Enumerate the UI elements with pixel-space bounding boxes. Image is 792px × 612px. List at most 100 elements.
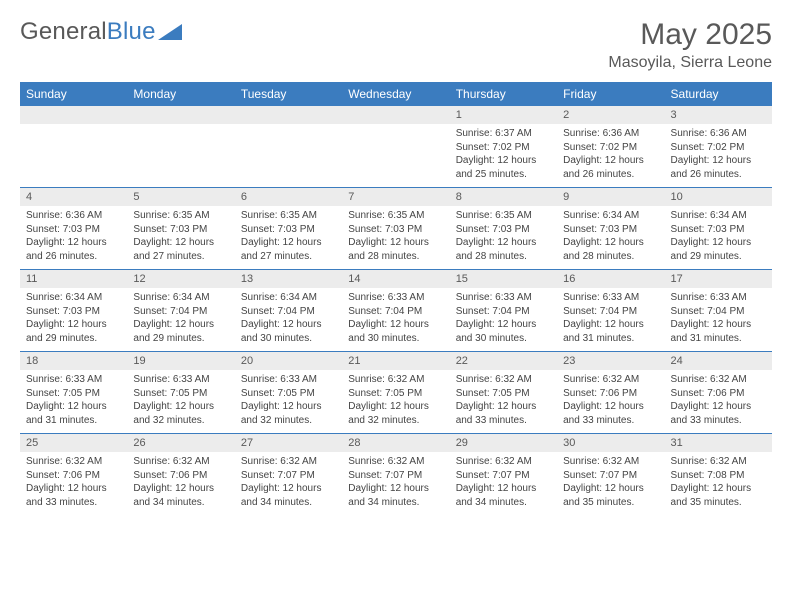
day-number: 6 (235, 188, 342, 206)
day-line: Daylight: 12 hours and 32 minutes. (348, 400, 443, 427)
day-line: Sunset: 7:06 PM (563, 387, 658, 401)
day-line: Daylight: 12 hours and 26 minutes. (563, 154, 658, 181)
week-daynum-row: 123 (20, 106, 772, 124)
day-content-cell: Sunrise: 6:33 AMSunset: 7:05 PMDaylight:… (127, 370, 234, 434)
day-line: Daylight: 12 hours and 31 minutes. (563, 318, 658, 345)
day-line: Daylight: 12 hours and 32 minutes. (133, 400, 228, 427)
day-content: Sunrise: 6:33 AMSunset: 7:05 PMDaylight:… (127, 370, 234, 433)
day-line: Sunrise: 6:32 AM (456, 373, 551, 387)
day-line: Sunset: 7:04 PM (563, 305, 658, 319)
day-content-cell: Sunrise: 6:37 AMSunset: 7:02 PMDaylight:… (450, 124, 557, 188)
day-content: Sunrise: 6:32 AMSunset: 7:06 PMDaylight:… (557, 370, 664, 433)
day-content-cell: Sunrise: 6:33 AMSunset: 7:05 PMDaylight:… (235, 370, 342, 434)
day-content: Sunrise: 6:33 AMSunset: 7:04 PMDaylight:… (557, 288, 664, 351)
day-line: Sunrise: 6:37 AM (456, 127, 551, 141)
day-line: Daylight: 12 hours and 25 minutes. (456, 154, 551, 181)
calendar-table: SundayMondayTuesdayWednesdayThursdayFrid… (20, 82, 772, 515)
day-number-cell: 16 (557, 270, 664, 289)
day-content (235, 124, 342, 182)
day-line: Daylight: 12 hours and 28 minutes. (348, 236, 443, 263)
day-line: Daylight: 12 hours and 29 minutes. (26, 318, 121, 345)
day-line: Daylight: 12 hours and 33 minutes. (563, 400, 658, 427)
logo-text-b: Blue (107, 18, 156, 46)
day-content-cell: Sunrise: 6:34 AMSunset: 7:03 PMDaylight:… (20, 288, 127, 352)
day-number-cell: 12 (127, 270, 234, 289)
day-content-cell: Sunrise: 6:35 AMSunset: 7:03 PMDaylight:… (127, 206, 234, 270)
day-number-cell: 14 (342, 270, 449, 289)
day-content: Sunrise: 6:35 AMSunset: 7:03 PMDaylight:… (127, 206, 234, 269)
day-content-cell (342, 124, 449, 188)
day-line: Sunset: 7:05 PM (133, 387, 228, 401)
day-content: Sunrise: 6:35 AMSunset: 7:03 PMDaylight:… (342, 206, 449, 269)
day-line: Sunrise: 6:32 AM (671, 373, 766, 387)
day-number-cell (342, 106, 449, 124)
day-number: 2 (557, 106, 664, 124)
day-content: Sunrise: 6:36 AMSunset: 7:03 PMDaylight:… (20, 206, 127, 269)
week-content-row: Sunrise: 6:36 AMSunset: 7:03 PMDaylight:… (20, 206, 772, 270)
day-content: Sunrise: 6:34 AMSunset: 7:03 PMDaylight:… (557, 206, 664, 269)
day-content: Sunrise: 6:32 AMSunset: 7:07 PMDaylight:… (235, 452, 342, 515)
day-number: 29 (450, 434, 557, 452)
day-content-cell: Sunrise: 6:35 AMSunset: 7:03 PMDaylight:… (235, 206, 342, 270)
calendar-head: SundayMondayTuesdayWednesdayThursdayFrid… (20, 82, 772, 106)
day-content: Sunrise: 6:32 AMSunset: 7:07 PMDaylight:… (450, 452, 557, 515)
day-line: Sunrise: 6:35 AM (456, 209, 551, 223)
day-line: Sunrise: 6:34 AM (563, 209, 658, 223)
day-content-cell: Sunrise: 6:32 AMSunset: 7:07 PMDaylight:… (235, 452, 342, 515)
day-line: Sunrise: 6:34 AM (671, 209, 766, 223)
day-content-cell (127, 124, 234, 188)
day-number-cell: 13 (235, 270, 342, 289)
day-number (342, 106, 449, 124)
day-content-cell: Sunrise: 6:32 AMSunset: 7:06 PMDaylight:… (665, 370, 772, 434)
day-content (342, 124, 449, 182)
day-number: 4 (20, 188, 127, 206)
day-number-cell: 29 (450, 434, 557, 453)
day-content-cell: Sunrise: 6:32 AMSunset: 7:07 PMDaylight:… (342, 452, 449, 515)
day-line: Sunrise: 6:33 AM (26, 373, 121, 387)
day-number: 5 (127, 188, 234, 206)
calendar-page: GeneralBlue May 2025 Masoyila, Sierra Le… (0, 0, 792, 612)
day-line: Daylight: 12 hours and 31 minutes. (671, 318, 766, 345)
day-content: Sunrise: 6:32 AMSunset: 7:07 PMDaylight:… (342, 452, 449, 515)
day-line: Sunset: 7:06 PM (671, 387, 766, 401)
day-line: Daylight: 12 hours and 31 minutes. (26, 400, 121, 427)
day-content-cell: Sunrise: 6:35 AMSunset: 7:03 PMDaylight:… (342, 206, 449, 270)
month-title: May 2025 (608, 18, 772, 52)
day-number-cell: 1 (450, 106, 557, 124)
day-content (127, 124, 234, 182)
day-line: Sunrise: 6:36 AM (563, 127, 658, 141)
day-content-cell: Sunrise: 6:35 AMSunset: 7:03 PMDaylight:… (450, 206, 557, 270)
day-content-cell: Sunrise: 6:34 AMSunset: 7:03 PMDaylight:… (557, 206, 664, 270)
day-number: 11 (20, 270, 127, 288)
day-header: Friday (557, 82, 664, 106)
day-number-cell: 30 (557, 434, 664, 453)
day-line: Sunset: 7:03 PM (563, 223, 658, 237)
day-line: Sunset: 7:05 PM (26, 387, 121, 401)
day-number-cell: 4 (20, 188, 127, 207)
day-number-cell: 11 (20, 270, 127, 289)
day-number: 18 (20, 352, 127, 370)
day-header-row: SundayMondayTuesdayWednesdayThursdayFrid… (20, 82, 772, 106)
day-header: Tuesday (235, 82, 342, 106)
day-line: Sunrise: 6:33 AM (133, 373, 228, 387)
day-content (20, 124, 127, 182)
day-content-cell: Sunrise: 6:32 AMSunset: 7:08 PMDaylight:… (665, 452, 772, 515)
day-line: Daylight: 12 hours and 34 minutes. (456, 482, 551, 509)
day-line: Sunrise: 6:32 AM (348, 373, 443, 387)
day-line: Sunrise: 6:32 AM (456, 455, 551, 469)
day-number: 30 (557, 434, 664, 452)
day-content: Sunrise: 6:36 AMSunset: 7:02 PMDaylight:… (557, 124, 664, 187)
day-content: Sunrise: 6:32 AMSunset: 7:06 PMDaylight:… (20, 452, 127, 515)
day-header: Wednesday (342, 82, 449, 106)
day-number-cell (20, 106, 127, 124)
day-number-cell: 19 (127, 352, 234, 371)
day-number-cell: 9 (557, 188, 664, 207)
day-number-cell: 20 (235, 352, 342, 371)
day-number-cell: 31 (665, 434, 772, 453)
logo: GeneralBlue (20, 18, 184, 46)
week-content-row: Sunrise: 6:37 AM Sunset: 7:02 PM Daylight:… (20, 124, 772, 188)
day-line: Sunrise: 6:32 AM (348, 455, 443, 469)
day-line: Sunset: 7:02 PM (671, 141, 766, 155)
day-content: Sunrise: 6:34 AMSunset: 7:03 PMDaylight:… (665, 206, 772, 269)
day-line: Sunset: 7:07 PM (563, 469, 658, 483)
